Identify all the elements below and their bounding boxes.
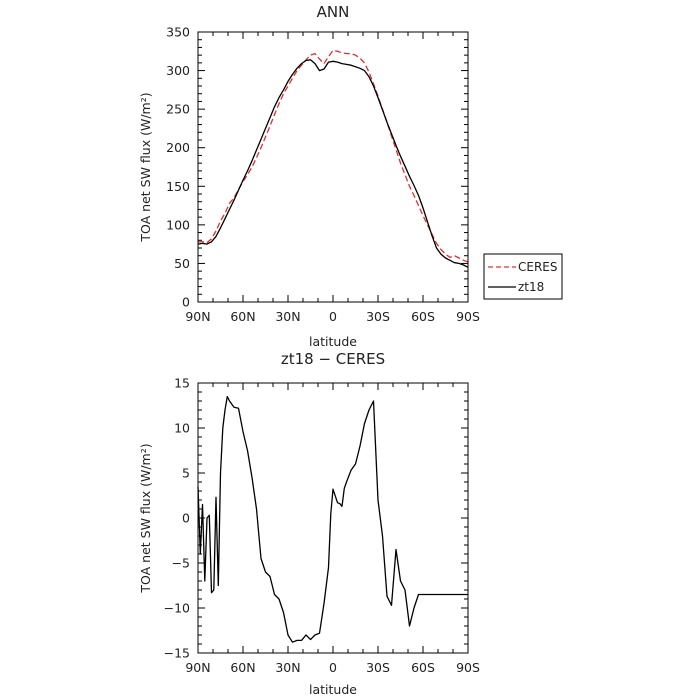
y-tick-label: 10 <box>174 421 190 436</box>
y-tick-label: 200 <box>166 140 190 155</box>
x-tick-label: 90S <box>456 660 480 675</box>
x-tick-label: 60S <box>411 309 435 324</box>
y-tick-label: −5 <box>172 556 190 571</box>
x-tick-label: 60S <box>411 660 435 675</box>
plot-frame <box>197 31 469 303</box>
panel-title: ANN <box>317 3 350 21</box>
x-tick-label: 30N <box>275 309 300 324</box>
series-line-difference <box>197 395 468 643</box>
y-axis-label: TOA net SW flux (W/m²) <box>138 443 153 593</box>
y-tick-label: −15 <box>164 646 190 661</box>
y-tick-label: 15 <box>174 376 190 391</box>
legend-label-ceres: CERES <box>518 260 558 274</box>
y-tick-label: 0 <box>182 295 190 310</box>
y-tick-label: 0 <box>182 511 190 526</box>
x-axis-label: latitude <box>309 334 357 349</box>
panel-ticks: 90N 60N 30N 0 30S 60S 90S 0 50 100 150 200 250 300 350 <box>166 25 480 325</box>
x-tick-label: 90N <box>185 309 210 324</box>
y-axis-label: TOA net SW flux (W/m²) <box>138 92 153 242</box>
y-tick-label: 250 <box>166 102 190 117</box>
y-tick-label: 300 <box>166 63 190 78</box>
y-tick-label: 350 <box>166 25 190 40</box>
panel-lines <box>197 395 468 643</box>
x-tick-label: 60N <box>230 660 255 675</box>
x-axis-label: latitude <box>309 682 357 697</box>
y-tick-label: 100 <box>166 217 190 232</box>
x-tick-label: 30N <box>275 660 300 675</box>
legend-label-zt18: zt18 <box>518 280 544 294</box>
panel-annual: ANN latitude TOA net SW flux (W/m²) 90N 6… <box>138 3 480 349</box>
y-tick-label: 5 <box>182 466 190 481</box>
plot-frame <box>197 382 469 654</box>
x-tick-label: 0 <box>329 660 337 675</box>
y-tick-label: 50 <box>174 256 190 271</box>
panel-title: zt18 − CERES <box>281 350 385 368</box>
x-tick-label: 30S <box>366 660 390 675</box>
legend: CERES zt18 <box>483 253 563 300</box>
panel-difference: zt18 − CERES latitude TOA net SW flux (W… <box>138 350 480 697</box>
panel-lines <box>197 49 469 268</box>
series-line-ceres <box>198 49 469 263</box>
y-tick-label: 150 <box>166 179 190 194</box>
x-tick-label: 30S <box>366 309 390 324</box>
x-tick-label: 90N <box>185 660 210 675</box>
x-tick-label: 60N <box>230 309 255 324</box>
y-tick-label: −10 <box>164 601 190 616</box>
x-tick-label: 90S <box>456 309 480 324</box>
series-line-zt18 <box>197 59 469 268</box>
panel-ticks: 90N 60N 30N 0 30S 60S 90S −15 −10 −5 0 5 10 15 <box>164 376 480 676</box>
x-tick-label: 0 <box>329 309 337 324</box>
legend-box <box>483 253 563 300</box>
